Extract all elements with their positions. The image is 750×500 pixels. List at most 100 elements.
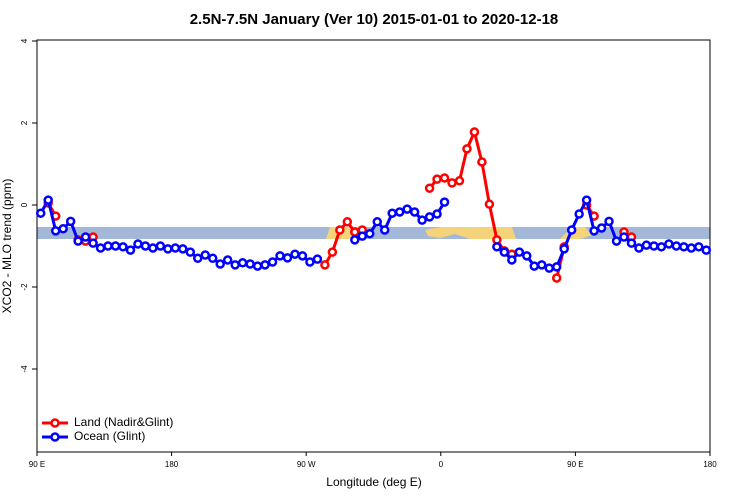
point: [50, 226, 61, 236]
point: [574, 209, 584, 219]
point: [35, 208, 46, 218]
point: [118, 242, 128, 252]
plot-frame: [36, 39, 711, 453]
point: [80, 232, 91, 242]
x-tick-label: 90 E: [567, 460, 583, 469]
legend-marker: [50, 432, 60, 442]
point: [327, 247, 338, 257]
x-axis-label: Longitude (deg E): [326, 475, 421, 489]
point: [133, 239, 143, 249]
point: [193, 253, 203, 264]
y-tick-label: -2: [20, 283, 29, 291]
point: [163, 244, 173, 254]
point: [619, 232, 629, 242]
point: [140, 241, 151, 251]
point: [387, 208, 397, 218]
point: [462, 144, 472, 154]
y-tick-label: 2: [20, 120, 29, 125]
point: [604, 216, 614, 227]
point: [544, 263, 554, 273]
point: [379, 225, 390, 235]
point: [215, 259, 225, 269]
point: [551, 262, 562, 272]
point: [484, 199, 495, 209]
point: [701, 245, 712, 255]
point: [267, 257, 278, 267]
point: [492, 242, 502, 252]
point: [222, 255, 233, 265]
x-tick-label: 90 E: [29, 460, 45, 469]
point: [454, 176, 465, 186]
point: [252, 261, 263, 271]
point: [649, 241, 659, 251]
point: [95, 243, 106, 253]
point: [432, 209, 442, 219]
point: [305, 257, 315, 267]
point: [178, 244, 188, 254]
point: [641, 240, 652, 250]
point: [447, 178, 457, 188]
point: [260, 260, 270, 270]
point: [365, 228, 375, 239]
point: [148, 243, 158, 253]
point: [626, 238, 637, 248]
y-axis-label: XCO2 - MLO trend (ppm): [0, 179, 14, 314]
point: [596, 223, 607, 233]
point: [499, 247, 510, 257]
point: [507, 255, 517, 265]
point: [275, 251, 285, 261]
point: [342, 217, 353, 227]
point: [312, 254, 323, 264]
point: [514, 247, 525, 257]
point: [671, 241, 682, 251]
point: [335, 225, 345, 235]
series-line: [46, 127, 633, 279]
point: [432, 174, 442, 184]
point: [634, 243, 644, 253]
point: [664, 239, 674, 249]
point: [297, 251, 308, 261]
point: [477, 157, 487, 167]
point: [125, 245, 136, 255]
point: [245, 259, 255, 269]
point: [611, 236, 622, 246]
point: [469, 127, 480, 137]
point: [65, 216, 76, 227]
point: [185, 247, 196, 257]
point: [357, 231, 368, 241]
point: [350, 227, 360, 237]
point: [110, 241, 121, 251]
point: [88, 238, 98, 248]
point: [58, 224, 68, 234]
point: [372, 217, 382, 227]
point: [103, 241, 113, 251]
point: [656, 242, 667, 252]
x-tick-label: 90 W: [297, 460, 316, 469]
point: [529, 261, 540, 271]
point: [551, 273, 562, 283]
point: [417, 215, 427, 225]
point: [439, 197, 450, 207]
chart-title: 2.5N-7.5N January (Ver 10) 2015-01-01 to…: [190, 11, 559, 28]
x-tick-label: 180: [165, 460, 179, 469]
legend: Land (Nadir&Glint)Ocean (Glint): [42, 415, 173, 443]
point: [394, 207, 405, 217]
point: [522, 251, 532, 261]
point: [230, 260, 240, 270]
point: [237, 258, 248, 268]
point: [424, 183, 435, 193]
point: [589, 226, 599, 236]
y-tick-label: 0: [20, 202, 29, 207]
point: [320, 260, 330, 270]
point: [290, 249, 300, 259]
point: [170, 243, 181, 253]
point: [581, 195, 592, 205]
point: [566, 225, 577, 235]
point: [200, 250, 210, 260]
point: [43, 195, 53, 205]
point: [439, 173, 450, 183]
point: [409, 207, 420, 217]
point: [686, 243, 697, 253]
x-tick-label: 180: [703, 460, 717, 469]
